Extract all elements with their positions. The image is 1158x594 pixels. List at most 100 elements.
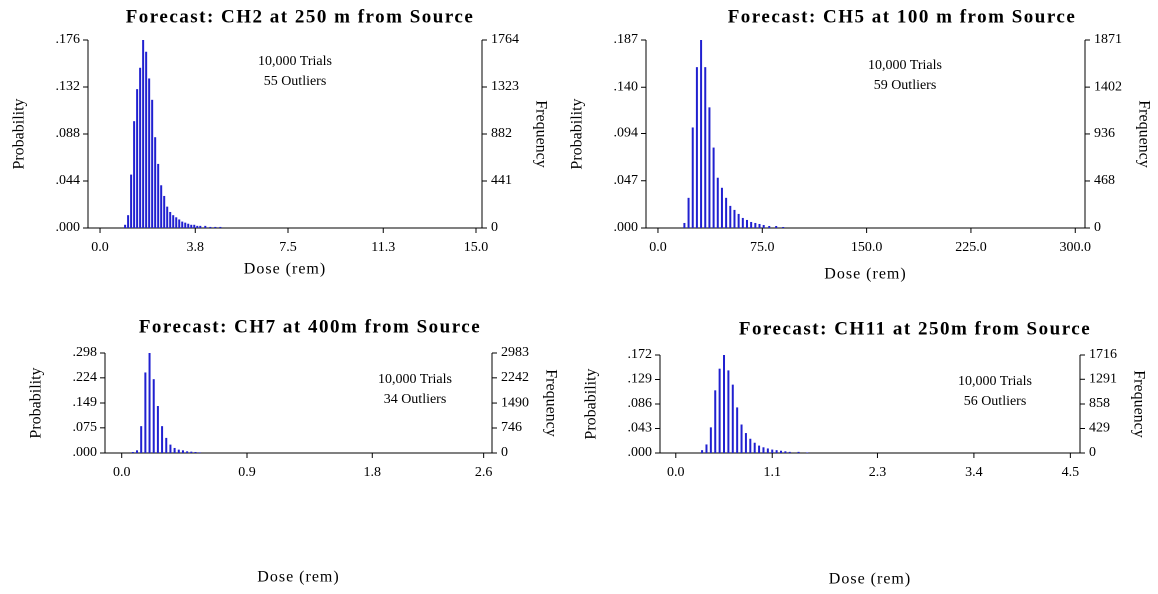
bar (214, 226, 217, 228)
bar (144, 372, 147, 453)
bar (754, 222, 757, 228)
y2-tick-label: 0 (1094, 220, 1101, 235)
x-tick-label: 11.3 (371, 240, 395, 255)
bar (753, 442, 756, 453)
bar (691, 127, 694, 228)
y2-tick-label: 1291 (1089, 371, 1117, 386)
bar (142, 40, 145, 228)
x-tick-label: 0.0 (649, 240, 667, 255)
bar (169, 211, 172, 228)
bar (209, 226, 212, 228)
bar (806, 452, 809, 453)
bar (148, 353, 151, 453)
bar (741, 217, 744, 228)
annotation: 59 Outliers (874, 78, 937, 93)
y2-tick-label: 441 (491, 173, 512, 188)
bar (683, 222, 686, 228)
bar (737, 213, 740, 228)
chart-title: Forecast: CH2 at 250 m from Source (126, 6, 475, 27)
y2-tick-label: 468 (1094, 173, 1115, 188)
bar (695, 67, 698, 229)
bar (163, 195, 166, 228)
y-axis-label: Probability (583, 368, 600, 439)
bar (133, 121, 136, 228)
y-tick-label: .132 (56, 79, 81, 94)
x-tick-label: 0.0 (667, 465, 685, 480)
bar (716, 177, 719, 228)
y2-tick-label: 1764 (491, 32, 519, 47)
y2-axis-label: Frequency (1130, 370, 1147, 438)
chart-title: Forecast: CH11 at 250m from Source (739, 318, 1091, 339)
bar (718, 368, 721, 453)
bar (178, 219, 181, 228)
bar (723, 355, 726, 453)
bar (177, 449, 180, 453)
bar (705, 444, 708, 453)
y2-tick-label: 0 (1089, 445, 1096, 460)
y2-tick-label: 429 (1089, 421, 1110, 436)
x-axis-label: Dose (rem) (829, 571, 911, 588)
bar (151, 99, 154, 229)
bar (186, 451, 189, 453)
y-tick-label: .224 (73, 370, 98, 385)
bar (190, 451, 193, 453)
bar (758, 223, 761, 228)
bar (175, 217, 178, 228)
bar (701, 450, 704, 453)
x-tick-label: 0.0 (113, 465, 131, 480)
y-tick-label: .187 (614, 32, 639, 47)
x-axis-label: Dose (rem) (824, 266, 906, 283)
x-tick-label: 300.0 (1060, 240, 1092, 255)
x-tick-label: 15.0 (464, 240, 489, 255)
x-axis-label: Dose (rem) (257, 569, 339, 586)
bar (154, 137, 157, 228)
y-tick-label: .298 (73, 345, 98, 360)
y-axis-label: Probability (569, 98, 586, 169)
y2-tick-label: 936 (1094, 126, 1115, 141)
annotation: 56 Outliers (964, 394, 1027, 409)
bar (156, 406, 159, 453)
bar (169, 444, 172, 453)
y-tick-label: .000 (614, 220, 639, 235)
bar (762, 447, 765, 453)
bar (745, 219, 748, 228)
bar (729, 205, 732, 228)
bar (131, 451, 134, 453)
y2-tick-label: 1871 (1094, 32, 1122, 47)
bar (768, 225, 771, 228)
annotation: 10,000 Trials (958, 374, 1032, 389)
bar (744, 433, 747, 453)
x-tick-label: 3.4 (965, 465, 983, 480)
bar (145, 51, 148, 228)
y2-axis-label: Frequency (542, 369, 559, 437)
bar (204, 225, 207, 228)
x-tick-label: 7.5 (279, 240, 297, 255)
chart-title: Forecast: CH5 at 100 m from Source (728, 6, 1077, 27)
bar (700, 40, 703, 228)
bar (775, 450, 778, 453)
bar (130, 174, 133, 228)
bar (771, 449, 774, 453)
bar (775, 225, 778, 228)
chart-title: Forecast: CH7 at 400m from Source (139, 316, 481, 337)
bar (194, 451, 197, 453)
bar (187, 223, 190, 228)
y-tick-label: .043 (628, 421, 653, 436)
bar (780, 450, 783, 453)
bar (136, 89, 139, 229)
bar (731, 384, 734, 453)
y2-tick-label: 0 (501, 445, 508, 460)
bar (736, 407, 739, 453)
bar (165, 437, 168, 453)
y-tick-label: .088 (56, 126, 81, 141)
y2-axis-label: Frequency (1135, 100, 1152, 168)
y-tick-label: .176 (56, 32, 81, 47)
bar (172, 215, 175, 228)
y2-axis-label: Frequency (532, 100, 549, 168)
bar (181, 221, 184, 228)
y2-tick-label: 882 (491, 126, 512, 141)
bar (766, 448, 769, 453)
annotation: 10,000 Trials (868, 58, 942, 73)
bar (184, 222, 187, 228)
bar (152, 379, 155, 453)
